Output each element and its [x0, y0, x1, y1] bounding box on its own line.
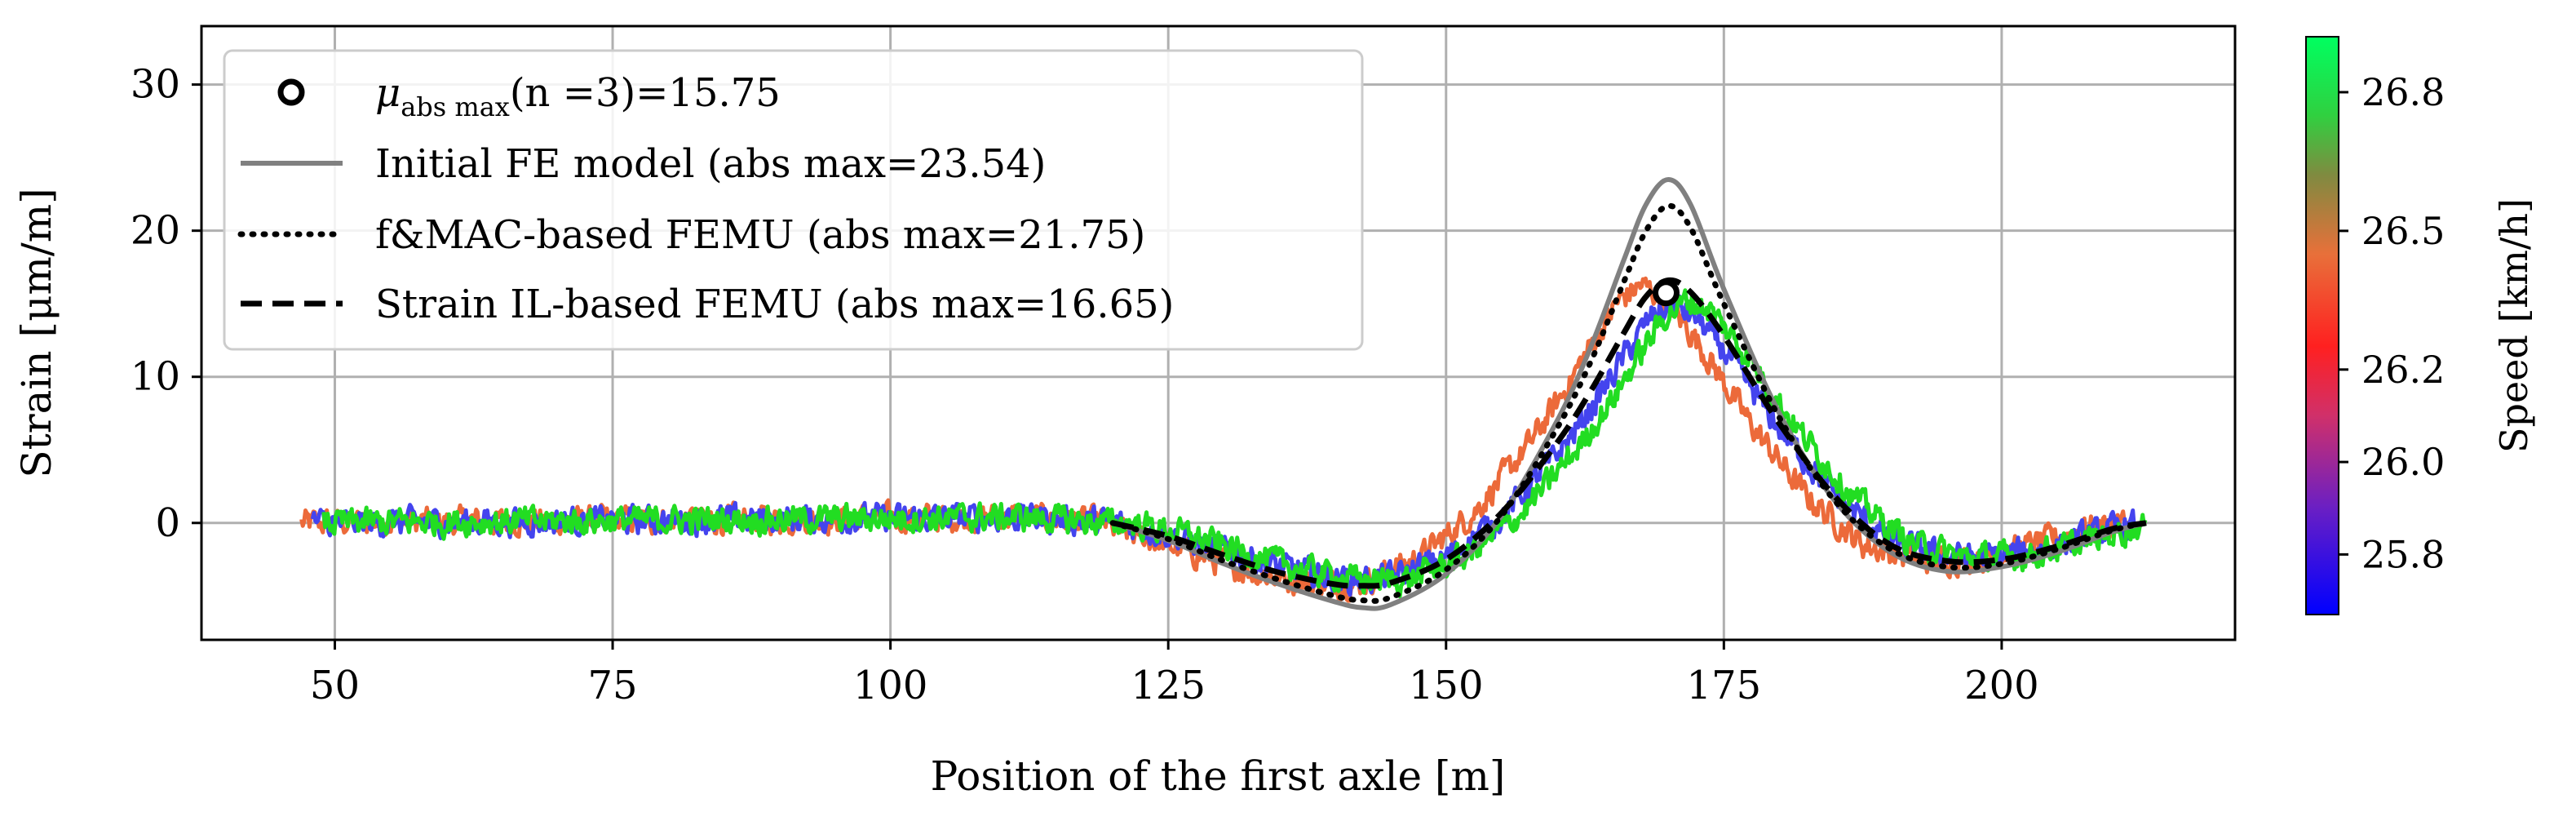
y-axis-label: Strain [μm/m] [13, 188, 60, 477]
colorbar-tick-label: 25.8 [2361, 532, 2445, 576]
legend-label-abs-max: μabs max(n =3)=15.75 [375, 70, 781, 122]
x-axis-ticks: 50 75 100 125 150 175 200 [310, 640, 2039, 708]
legend-label-initial-fe: Initial FE model (abs max=23.54) [375, 141, 1046, 187]
y-tick-label: 0 [155, 500, 180, 546]
x-tick-label: 200 [1964, 663, 2039, 708]
speed-colorbar: 25.8 26.0 26.2 26.5 26.8 Speed [km/h] [2305, 36, 2536, 615]
colorbar-ticks: 25.8 26.0 26.2 26.5 26.8 [2339, 70, 2445, 576]
legend: μabs max(n =3)=15.75 Initial FE model (a… [223, 49, 1364, 351]
legend-label-strain-il-femu: Strain IL-based FEMU (abs max=16.65) [375, 282, 1174, 327]
colorbar-tick-label: 26.8 [2361, 70, 2445, 114]
x-tick-label: 100 [853, 663, 928, 708]
colorbar-tick-label: 26.0 [2361, 440, 2445, 484]
colorbar-tick-label: 26.2 [2361, 348, 2445, 392]
model-series [1109, 176, 2149, 611]
x-tick-label: 150 [1409, 663, 1484, 708]
x-axis-label: Position of the first axle [m] [931, 752, 1506, 800]
colorbar-tick-label: 26.5 [2361, 209, 2445, 253]
model-line-dashed [1112, 277, 2147, 589]
legend-marker-icon [277, 78, 305, 106]
legend-mu-suffix: (n =3)=15.75 [510, 70, 781, 116]
legend-mu-subscript: abs max [401, 91, 510, 122]
y-tick-label: 30 [131, 62, 180, 108]
y-axis-ticks: 0 10 20 30 [131, 62, 201, 546]
abs-max-marker-layer [1653, 279, 1680, 307]
x-tick-label: 50 [310, 663, 360, 708]
legend-label-fmac-femu: f&MAC-based FEMU (abs max=21.75) [375, 212, 1145, 258]
colorbar-gradient [2305, 36, 2339, 615]
plot-frame [200, 24, 2237, 641]
legend-box [223, 49, 1364, 351]
abs-max-marker [1653, 279, 1680, 307]
y-tick-label: 10 [131, 354, 180, 400]
model-line-solid [1112, 176, 2147, 611]
model-line-dotted [1109, 202, 2149, 604]
x-tick-label: 75 [588, 663, 638, 708]
x-tick-label: 175 [1687, 663, 1762, 708]
colorbar-label: Speed [km/h] [2492, 198, 2536, 453]
legend-mu-symbol: μ [375, 70, 401, 116]
x-tick-label: 125 [1131, 663, 1206, 708]
y-tick-label: 20 [131, 208, 180, 254]
